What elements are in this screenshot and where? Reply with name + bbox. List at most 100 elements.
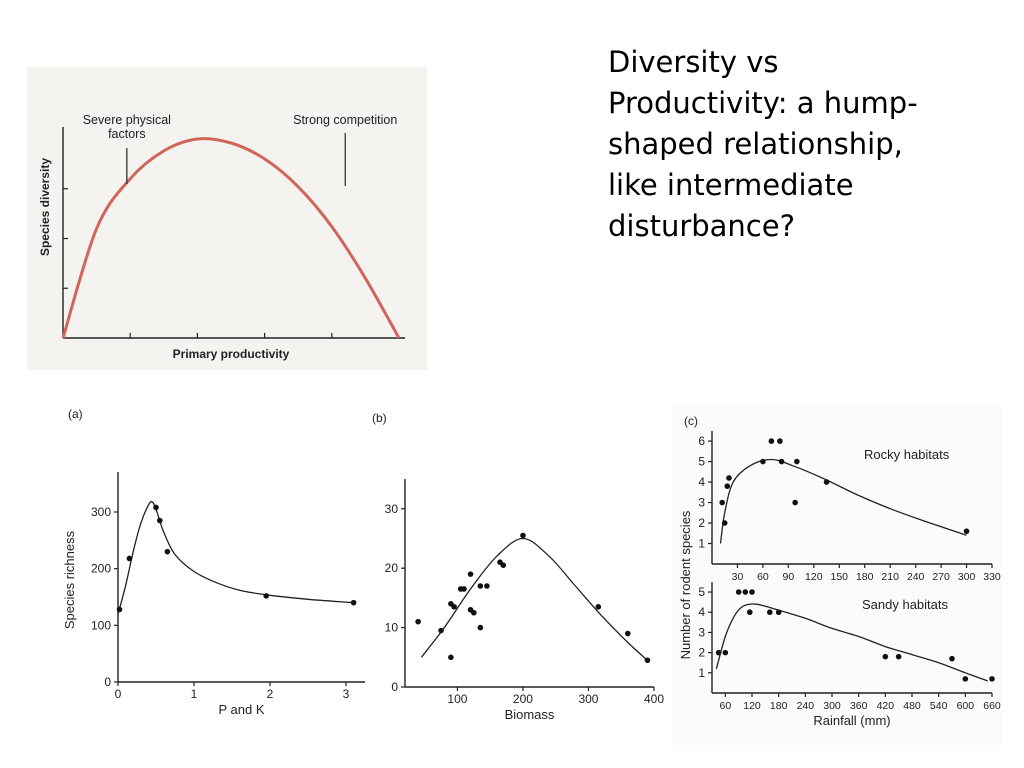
y-tick-label: 3 [698,496,705,510]
y-tick-label: 1 [698,666,705,680]
y-tick-label: 1 [698,537,705,551]
panel-a-chart: 0 100 200 300 0 1 2 3 (a) P and K Species richness [62,407,365,717]
annotation-label: Strong competition [293,113,397,127]
data-point [471,609,477,616]
data-point [116,606,123,613]
data-point [775,609,782,616]
data-point [726,475,732,481]
panel-b-chart: 0 10 20 30 100 200 300 400 (b) Biomass [372,411,664,722]
data-point [719,499,725,506]
data-point [153,504,159,511]
x-tick-label: 240 [907,571,925,583]
x-tick-label: 400 [644,692,664,706]
panel-c-chart: 1 2 3 4 5 6 30 60 90 120 150 180 210 240 270 300 330 (c) R… [672,405,1002,745]
slide-title-line: disturbance? [608,209,795,243]
data-point [768,438,775,444]
x-tick-label: 330 [983,571,1001,583]
data-point [467,571,474,577]
x-tick-label: 150 [831,571,849,583]
data-point [962,676,969,682]
y-tick-label: 4 [698,475,705,489]
x-tick-label: 200 [513,692,533,706]
x-tick-label: 0 [115,687,122,701]
data-point [461,586,467,592]
x-tick-label: 660 [983,700,1001,712]
data-point [644,657,651,664]
data-point [484,583,490,589]
x-tick-label: 210 [881,571,899,583]
data-point [724,483,731,489]
data-point [794,458,800,465]
y-tick-label: 30 [385,502,399,516]
y-tick-label: 100 [91,618,111,632]
y-tick-label: 10 [385,621,399,635]
x-tick-label: 60 [757,571,769,583]
data-point [415,618,421,625]
data-point [263,593,269,599]
x-tick-label: 30 [732,571,744,583]
fitted-curve [715,603,988,682]
slide-title-line: like intermediate [608,168,854,202]
y-tick-label: 2 [698,646,705,660]
x-axis-label: Biomass [505,707,555,722]
data-point [477,624,484,631]
fitted-curve [719,458,967,544]
data-point [715,649,722,656]
data-point [438,627,444,634]
data-point [722,649,729,656]
data-point [742,589,749,595]
x-tick-label: 480 [903,700,921,712]
data-point [721,520,728,526]
x-tick-label: 420 [877,700,895,712]
data-point [760,458,766,465]
data-point [882,653,889,660]
slide-title-line: Productivity: a hump- [608,86,918,120]
data-point [595,603,602,610]
fitted-curve [117,500,354,615]
x-tick-label: 3 [343,687,350,701]
panel-label: (b) [372,411,387,425]
x-tick-label: 300 [958,571,976,583]
panel-label: (c) [684,414,698,428]
y-axis-label: Species diversity [38,158,52,256]
data-point [766,609,773,616]
y-tick-label: 4 [698,605,705,619]
data-point [500,562,507,569]
x-tick-label: 240 [797,700,815,712]
data-point [792,499,798,506]
y-tick-label: 3 [698,625,705,639]
x-axis-label: Rainfall (mm) [813,713,890,728]
x-tick-label: 90 [783,571,795,583]
annotation-label: Severe physical [83,113,171,127]
data-point [749,589,755,595]
data-point [477,583,484,589]
chart-background [27,67,427,370]
subplot-title: Rocky habitats [864,447,950,462]
x-axis-label: Primary productivity [173,347,290,361]
x-axis-label: P and K [218,702,264,717]
conceptual-hump-chart: Primary productivity Species diversity Sev… [27,67,427,370]
y-tick-label: 300 [91,505,111,519]
x-tick-label: 540 [930,700,948,712]
y-tick-label: 0 [391,680,398,694]
x-tick-label: 300 [578,692,598,706]
data-point [164,548,171,555]
slide-title-line: Diversity vs [608,45,779,79]
x-tick-label: 600 [957,700,975,712]
panel-label: (a) [68,407,83,421]
data-point [448,654,454,661]
data-point [126,555,133,562]
data-point [735,589,742,595]
x-tick-label: 120 [805,571,823,583]
y-tick-label: 6 [698,434,705,448]
y-tick-label: 200 [91,562,111,576]
x-tick-label: 120 [743,700,761,712]
x-tick-label: 180 [770,700,788,712]
slide-title: Diversity vs Productivity: a hump- shape… [608,42,1008,247]
data-point [949,655,955,662]
data-point [777,438,783,444]
y-tick-label: 0 [104,675,111,689]
y-axis-label: Number of rodent species [678,510,693,659]
data-point [963,528,970,535]
y-tick-label: 5 [698,455,705,469]
